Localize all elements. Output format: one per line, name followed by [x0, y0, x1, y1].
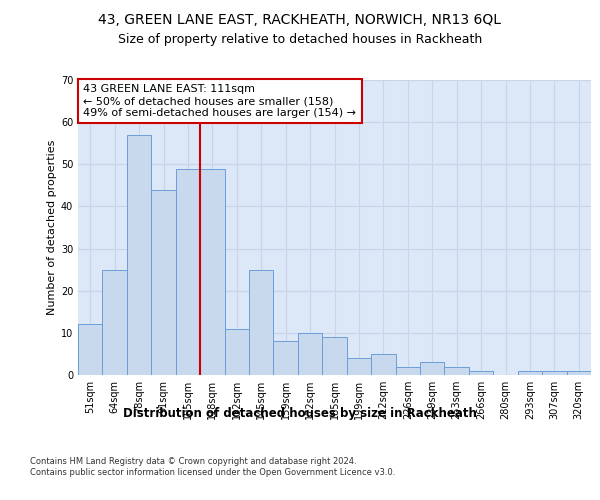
Bar: [518, 371, 542, 375]
Bar: [151, 190, 176, 375]
Bar: [78, 324, 103, 375]
Bar: [445, 366, 469, 375]
Y-axis label: Number of detached properties: Number of detached properties: [47, 140, 56, 315]
Text: Contains HM Land Registry data © Crown copyright and database right 2024.
Contai: Contains HM Land Registry data © Crown c…: [30, 458, 395, 477]
Bar: [127, 135, 151, 375]
Bar: [249, 270, 274, 375]
Text: 43 GREEN LANE EAST: 111sqm
← 50% of detached houses are smaller (158)
49% of sem: 43 GREEN LANE EAST: 111sqm ← 50% of deta…: [83, 84, 356, 117]
Bar: [420, 362, 445, 375]
Bar: [371, 354, 395, 375]
Bar: [298, 333, 322, 375]
Bar: [274, 342, 298, 375]
Text: 43, GREEN LANE EAST, RACKHEATH, NORWICH, NR13 6QL: 43, GREEN LANE EAST, RACKHEATH, NORWICH,…: [98, 12, 502, 26]
Bar: [176, 168, 200, 375]
Bar: [224, 328, 249, 375]
Bar: [469, 371, 493, 375]
Text: Size of property relative to detached houses in Rackheath: Size of property relative to detached ho…: [118, 32, 482, 46]
Bar: [542, 371, 566, 375]
Bar: [566, 371, 591, 375]
Text: Distribution of detached houses by size in Rackheath: Distribution of detached houses by size …: [123, 408, 477, 420]
Bar: [347, 358, 371, 375]
Bar: [322, 337, 347, 375]
Bar: [395, 366, 420, 375]
Bar: [103, 270, 127, 375]
Bar: [200, 168, 224, 375]
